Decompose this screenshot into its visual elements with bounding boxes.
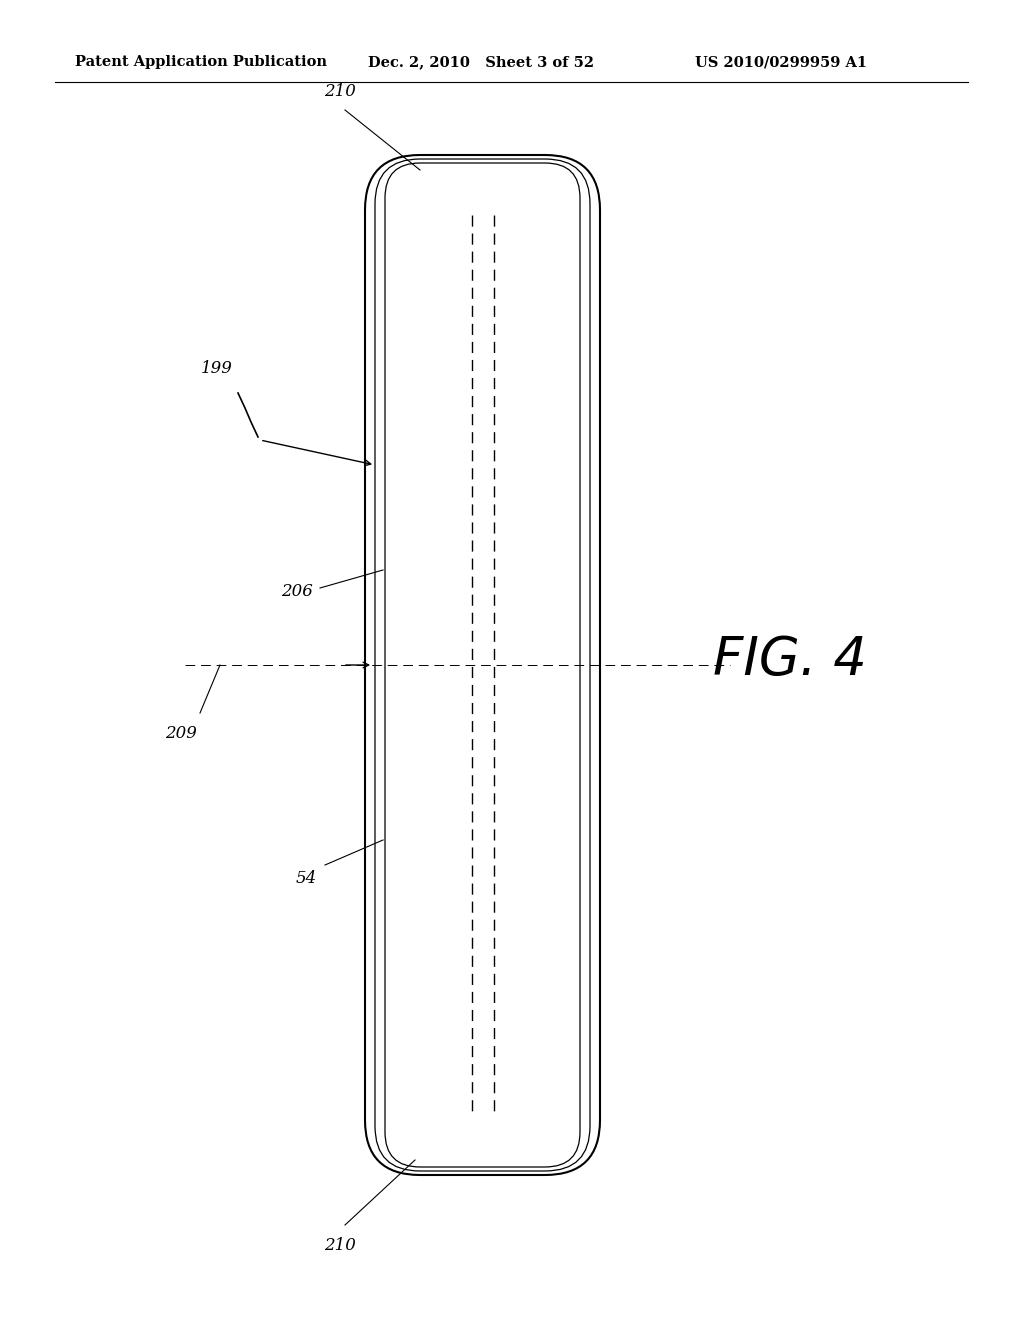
Text: 199: 199 — [201, 360, 233, 378]
Text: Patent Application Publication: Patent Application Publication — [75, 55, 327, 69]
FancyBboxPatch shape — [365, 154, 600, 1175]
Text: FIG. 4: FIG. 4 — [713, 634, 867, 686]
Text: 210: 210 — [324, 83, 356, 100]
Text: 54: 54 — [296, 870, 317, 887]
Text: 209: 209 — [165, 725, 197, 742]
Text: 210: 210 — [324, 1237, 356, 1254]
Text: Dec. 2, 2010   Sheet 3 of 52: Dec. 2, 2010 Sheet 3 of 52 — [368, 55, 594, 69]
Text: 206: 206 — [282, 583, 313, 601]
Text: US 2010/0299959 A1: US 2010/0299959 A1 — [695, 55, 867, 69]
